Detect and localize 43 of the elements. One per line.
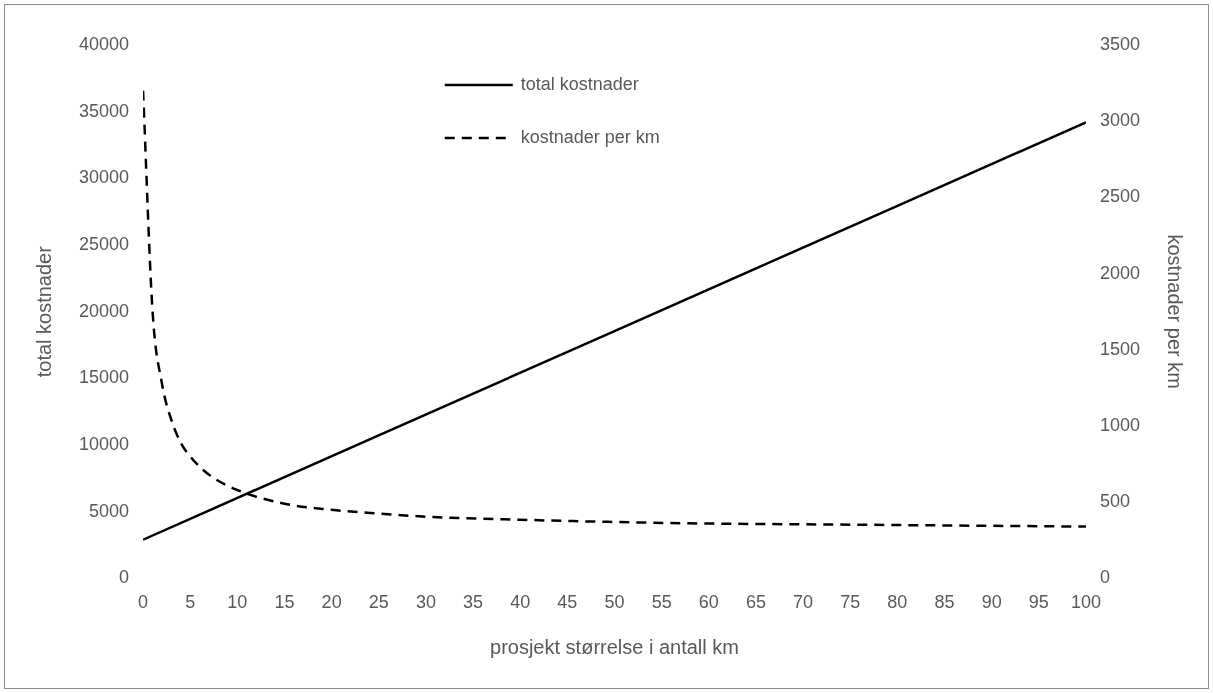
x-tick-label: 75 — [840, 592, 861, 613]
x-tick-label: 65 — [745, 592, 766, 613]
x-tick-label: 50 — [604, 592, 625, 613]
x-tick-label: 40 — [510, 592, 531, 613]
y-tick-label: 5000 — [89, 500, 130, 521]
y-tick-label: 25000 — [78, 233, 130, 254]
y-tick-label: 40000 — [78, 33, 130, 54]
x-tick-label: 25 — [368, 592, 389, 613]
x-tick-label: 5 — [185, 592, 196, 613]
y-tick-label: 30000 — [78, 167, 130, 188]
y-tick-label: 0 — [119, 567, 130, 588]
x-tick-label: 55 — [651, 592, 672, 613]
y2-tick-label: 0 — [1099, 567, 1110, 588]
legend-label: total kostnader — [520, 73, 639, 94]
y-tick-label: 15000 — [78, 367, 130, 388]
x-axis-title: prosjekt størrelse i antall km — [490, 635, 739, 658]
x-tick-label: 20 — [321, 592, 342, 613]
x-tick-label: 85 — [934, 592, 955, 613]
x-tick-label: 95 — [1028, 592, 1049, 613]
y2-tick-label: 500 — [1099, 491, 1130, 512]
x-tick-label: 45 — [557, 592, 578, 613]
x-tick-label: 10 — [227, 592, 248, 613]
y-tick-label: 35000 — [78, 100, 130, 121]
y2-tick-label: 3500 — [1099, 33, 1140, 54]
x-tick-label: 0 — [138, 592, 149, 613]
y2-tick-label: 1000 — [1099, 414, 1140, 435]
x-tick-label: 80 — [887, 592, 908, 613]
x-tick-label: 35 — [463, 592, 484, 613]
legend-label: kostnader per km — [520, 126, 660, 147]
y2-axis-title: kostnader per km — [1164, 234, 1187, 389]
y2-tick-label: 2500 — [1099, 186, 1140, 207]
y2-tick-label: 3000 — [1099, 110, 1140, 131]
x-tick-label: 15 — [274, 592, 295, 613]
y-axis-title: total kostnader — [32, 245, 55, 378]
y-tick-label: 20000 — [78, 300, 130, 321]
y-tick-label: 10000 — [78, 434, 130, 455]
y2-tick-label: 2000 — [1099, 262, 1140, 283]
x-tick-label: 30 — [415, 592, 436, 613]
x-tick-label: 60 — [698, 592, 719, 613]
x-tick-label: 70 — [793, 592, 814, 613]
y2-tick-label: 1500 — [1099, 338, 1140, 359]
x-tick-label: 100 — [1070, 592, 1101, 613]
x-tick-label: 90 — [981, 592, 1002, 613]
